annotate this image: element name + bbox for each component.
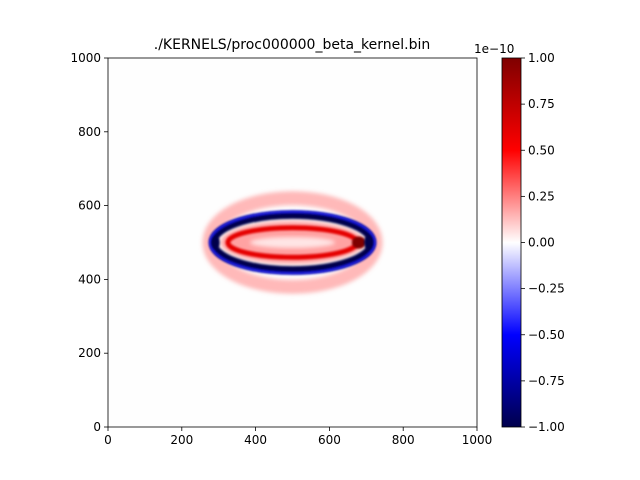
- chart-title: ./KERNELS/proc000000_beta_kernel.bin: [154, 37, 430, 53]
- x-tick-label: 1000: [462, 433, 493, 447]
- x-axis: 0 200 400 600 800 1000: [104, 427, 492, 447]
- heatmap-plot-area: [107, 57, 478, 428]
- colorbar-tick-label: −0.25: [528, 282, 565, 296]
- left-tip-dark-blue: [211, 236, 220, 249]
- y-tick-label: 1000: [70, 51, 101, 65]
- x-tick-label: 600: [318, 433, 341, 447]
- x-tick-label: 800: [392, 433, 415, 447]
- x-tick-label: 200: [170, 433, 193, 447]
- colorbar-tick-label: −1.00: [528, 420, 565, 434]
- right-tip-dark-blue: [364, 235, 373, 250]
- lens-center-light: [250, 236, 335, 249]
- colorbar: 1.00 0.75 0.50 0.25 0.00 −0.25 −0.50 −0.75 −1.00…: [474, 42, 565, 434]
- y-tick-label: 800: [78, 125, 101, 139]
- colorbar-tick-label: 0.50: [528, 143, 555, 157]
- colorbar-tick-label: −0.75: [528, 374, 565, 388]
- colorbar-gradient: [502, 58, 521, 427]
- y-tick-label: 400: [78, 272, 101, 286]
- colorbar-scale-label: 1e−10: [474, 42, 514, 56]
- right-tip-dark-red: [351, 236, 366, 249]
- colorbar-tick-label: 0.75: [528, 97, 555, 111]
- y-axis: 0 200 400 600 800 1000: [70, 51, 108, 434]
- y-tick-label: 600: [78, 199, 101, 213]
- kernel-features: [202, 191, 383, 294]
- plot-frame: [107, 57, 478, 428]
- colorbar-ticks: 1.00 0.75 0.50 0.25 0.00 −0.25 −0.50 −0.75 −1.00: [521, 51, 565, 434]
- colorbar-tick-label: 1.00: [528, 51, 555, 65]
- y-tick-label: 0: [93, 420, 101, 434]
- y-tick-label: 200: [78, 346, 101, 360]
- colorbar-tick-label: 0.25: [528, 189, 555, 203]
- colorbar-tick-label: 0.00: [528, 236, 555, 250]
- colorbar-tick-label: −0.50: [528, 328, 565, 342]
- blue-ring-outer-edge: [208, 210, 377, 275]
- x-tick-label: 0: [104, 433, 112, 447]
- x-tick-label: 400: [244, 433, 267, 447]
